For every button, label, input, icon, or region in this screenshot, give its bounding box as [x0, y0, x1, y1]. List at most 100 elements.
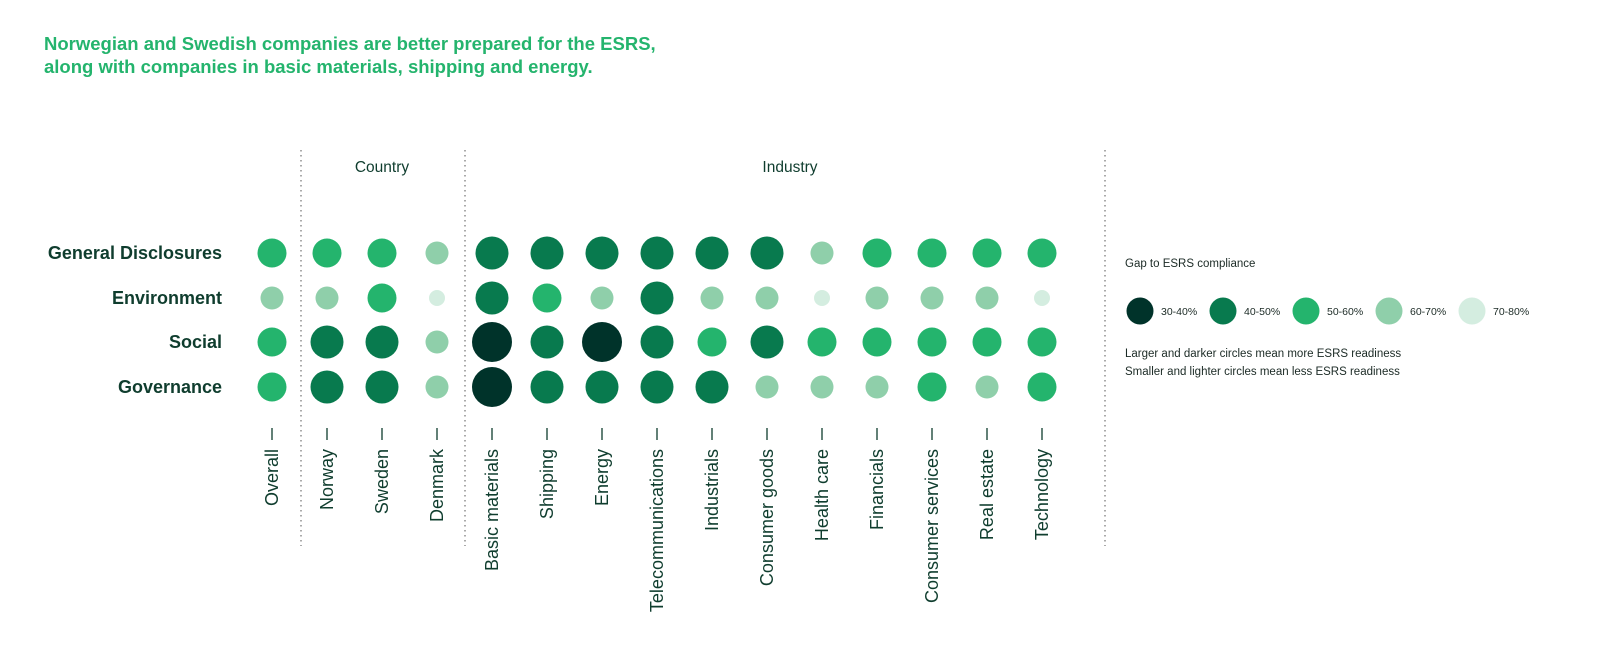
legend-swatch-30-40	[1126, 297, 1154, 325]
row-label-environment: Environment	[112, 288, 222, 308]
bubble-social-real-estate	[972, 327, 1002, 357]
legend-label-70-80: 70-80%	[1493, 306, 1529, 318]
bubble-environment-health-care	[814, 290, 830, 306]
bubble-governance-technology	[1027, 372, 1057, 402]
group-label-industry: Industry	[762, 159, 817, 176]
bubble-social-energy	[582, 322, 622, 362]
bubble-social-sweden	[365, 325, 399, 359]
legend: Gap to ESRS compliance 30-40% 40-50% 50-60…	[1125, 258, 1529, 378]
legend-note-2: Smaller and lighter circles mean less ES…	[1125, 366, 1400, 378]
bubble-social-financials	[862, 327, 892, 357]
bubble-general-disclosures-financials	[862, 238, 892, 268]
column-label-overall: Overall	[262, 449, 282, 506]
bubble-general-disclosures-technology	[1027, 238, 1057, 268]
bubble-social-consumer-goods	[750, 325, 784, 359]
bubble-environment-shipping	[532, 283, 562, 313]
bubble-general-disclosures-consumer-goods	[750, 236, 784, 270]
column-label-energy: Energy	[592, 449, 612, 506]
bubble-social-consumer-services	[917, 327, 947, 357]
bubble-social-health-care	[807, 327, 837, 357]
column-labels: Overall Norway Sweden Denmark Basic material…	[262, 428, 1052, 612]
bubble-environment-technology	[1034, 290, 1050, 306]
bubble-general-disclosures-overall	[257, 238, 287, 268]
legend-items: 30-40% 40-50% 50-60% 60-70% 70-80%	[1126, 297, 1529, 325]
group-separators	[300, 150, 1106, 546]
legend-label-40-50: 40-50%	[1244, 306, 1280, 318]
legend-label-60-70: 60-70%	[1410, 306, 1446, 318]
bubble-general-disclosures-sweden	[367, 238, 397, 268]
bubble-environment-energy	[590, 286, 614, 310]
bubble-governance-basic-materials	[472, 367, 512, 407]
bubble-general-disclosures-health-care	[810, 241, 834, 265]
column-label-shipping: Shipping	[537, 449, 557, 519]
bubble-governance-health-care	[810, 375, 834, 399]
bubble-social-norway	[310, 325, 344, 359]
group-label-country: Country	[355, 159, 410, 176]
bubble-general-disclosures-real-estate	[972, 238, 1002, 268]
column-label-consumer-goods: Consumer goods	[757, 449, 777, 586]
bubble-general-disclosures-telecommunications	[640, 236, 674, 270]
bubble-governance-energy	[585, 370, 619, 404]
bubble-social-denmark	[425, 330, 449, 354]
row-labels: General Disclosures Environment Social Gove…	[48, 243, 222, 397]
bubble-governance-shipping	[530, 370, 564, 404]
bubble-general-disclosures-shipping	[530, 236, 564, 270]
bubble-general-disclosures-norway	[312, 238, 342, 268]
bubble-social-shipping	[530, 325, 564, 359]
bubble-environment-financials	[865, 286, 889, 310]
chart-title: Norwegian and Swedish companies are bett…	[44, 32, 656, 78]
bubble-governance-overall	[257, 372, 287, 402]
column-label-technology: Technology	[1032, 449, 1052, 540]
bubble-environment-real-estate	[975, 286, 999, 310]
column-label-norway: Norway	[317, 449, 337, 510]
chart-title-line-1: Norwegian and Swedish companies are bett…	[44, 33, 656, 54]
bubble-environment-sweden	[367, 283, 397, 313]
bubble-governance-consumer-services	[917, 372, 947, 402]
column-label-industrials: Industrials	[702, 449, 722, 531]
bubble-governance-real-estate	[975, 375, 999, 399]
bubble-governance-telecommunications	[640, 370, 674, 404]
bubble-environment-denmark	[429, 290, 445, 306]
bubble-social-basic-materials	[472, 322, 512, 362]
bubble-social-telecommunications	[640, 325, 674, 359]
bubble-social-overall	[257, 327, 287, 357]
bubble-social-technology	[1027, 327, 1057, 357]
bubble-governance-industrials	[695, 370, 729, 404]
legend-note-1: Larger and darker circles mean more ESRS…	[1125, 348, 1401, 360]
column-label-health-care: Health care	[812, 449, 832, 541]
row-label-governance: Governance	[118, 377, 222, 397]
bubble-governance-financials	[865, 375, 889, 399]
bubble-general-disclosures-energy	[585, 236, 619, 270]
column-label-sweden: Sweden	[372, 449, 392, 514]
column-label-real-estate: Real estate	[977, 449, 997, 540]
bubbles	[257, 236, 1057, 407]
bubble-general-disclosures-industrials	[695, 236, 729, 270]
bubble-governance-norway	[310, 370, 344, 404]
bubble-governance-consumer-goods	[755, 375, 779, 399]
bubble-governance-sweden	[365, 370, 399, 404]
group-labels: Country Industry	[355, 159, 818, 176]
row-label-social: Social	[169, 332, 222, 352]
legend-title: Gap to ESRS compliance	[1125, 258, 1255, 270]
legend-swatch-50-60	[1292, 297, 1320, 325]
bubble-environment-consumer-goods	[755, 286, 779, 310]
legend-swatch-40-50	[1209, 297, 1237, 325]
legend-swatch-70-80	[1458, 297, 1486, 325]
bubble-general-disclosures-consumer-services	[917, 238, 947, 268]
bubble-general-disclosures-basic-materials	[475, 236, 509, 270]
bubble-environment-consumer-services	[920, 286, 944, 310]
bubble-social-industrials	[697, 327, 727, 357]
legend-label-30-40: 30-40%	[1161, 306, 1197, 318]
column-label-denmark: Denmark	[427, 448, 447, 522]
bubble-governance-denmark	[425, 375, 449, 399]
column-label-consumer-services: Consumer services	[922, 449, 942, 603]
bubble-general-disclosures-denmark	[425, 241, 449, 265]
legend-label-50-60: 50-60%	[1327, 306, 1363, 318]
bubble-environment-industrials	[700, 286, 724, 310]
bubble-environment-norway	[315, 286, 339, 310]
column-label-financials: Financials	[867, 449, 887, 530]
bubble-environment-overall	[260, 286, 284, 310]
chart-title-line-2: along with companies in basic materials,…	[44, 56, 593, 77]
row-label-general-disclosures: General Disclosures	[48, 243, 222, 263]
